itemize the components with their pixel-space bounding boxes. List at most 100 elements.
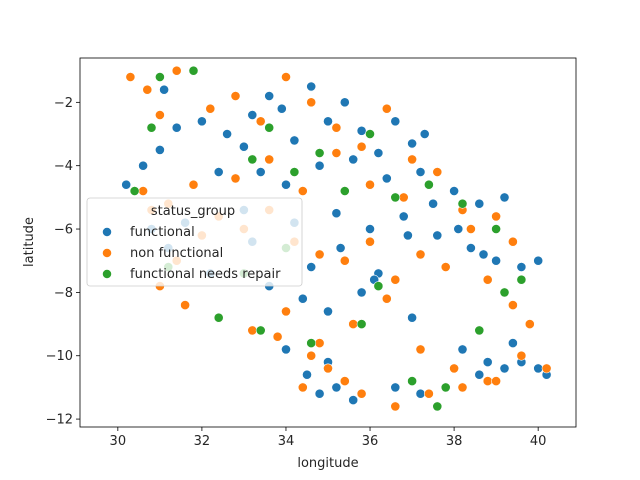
point-functional-needs-repair — [306, 338, 317, 348]
point-functional — [491, 255, 501, 266]
point-non-functional — [255, 116, 266, 127]
point-functional — [276, 103, 287, 114]
point-functional-needs-repair — [213, 312, 224, 323]
point-functional — [499, 363, 510, 374]
point-functional — [373, 148, 384, 158]
legend-label-non-functional: non functional — [130, 246, 223, 261]
point-functional — [171, 122, 182, 133]
point-functional — [516, 262, 527, 272]
point-non-functional — [516, 350, 527, 361]
point-non-functional — [541, 363, 552, 374]
point-functional — [238, 141, 249, 152]
x-tick-label: 40 — [530, 434, 547, 449]
point-functional — [474, 369, 485, 380]
point-functional — [222, 129, 232, 139]
point-functional — [407, 138, 417, 149]
point-functional — [508, 338, 518, 348]
legend-marker-needs-repair — [102, 269, 112, 279]
point-functional — [428, 198, 438, 209]
point-functional — [289, 135, 300, 146]
point-functional-needs-repair — [188, 65, 199, 76]
point-non-functional — [323, 363, 333, 374]
point-non-functional — [188, 179, 199, 190]
point-non-functional — [331, 122, 342, 133]
point-non-functional — [482, 274, 493, 285]
point-functional — [402, 230, 413, 241]
point-non-functional — [171, 65, 182, 76]
x-tick-label: 32 — [194, 434, 211, 449]
point-functional — [356, 287, 367, 298]
point-non-functional — [432, 167, 443, 177]
point-non-functional — [381, 103, 392, 114]
point-functional — [356, 125, 367, 136]
point-functional — [335, 243, 346, 253]
plot-frame — [79, 57, 577, 428]
point-non-functional — [440, 262, 451, 272]
point-non-functional — [314, 338, 325, 348]
legend-box — [86, 197, 303, 287]
point-non-functional — [415, 344, 426, 355]
point-functional-needs-repair — [373, 281, 384, 291]
point-non-functional — [365, 236, 375, 247]
point-functional — [297, 293, 308, 304]
point-functional-needs-repair — [491, 224, 501, 234]
point-functional — [398, 211, 409, 222]
point-functional — [348, 154, 359, 165]
point-functional — [478, 249, 489, 260]
point-non-functional — [365, 179, 375, 190]
point-functional-needs-repair — [365, 129, 375, 139]
point-functional — [196, 116, 207, 127]
point-functional — [213, 167, 224, 177]
y-axis-label: latitude — [22, 217, 37, 267]
point-non-functional — [205, 103, 216, 114]
point-functional — [390, 116, 401, 127]
point-non-functional — [356, 388, 367, 399]
legend-label-needs-repair: functional needs repair — [130, 267, 281, 282]
point-functional-needs-repair — [432, 401, 443, 412]
y-tick-label: −2 — [54, 96, 73, 111]
point-non-functional — [457, 382, 468, 393]
point-functional-needs-repair — [390, 192, 401, 203]
point-functional-needs-repair — [356, 319, 367, 329]
legend-marker-functional — [102, 227, 112, 237]
point-functional — [339, 97, 350, 108]
y-tick-label: −10 — [46, 349, 73, 364]
point-functional-needs-repair — [146, 122, 157, 133]
point-functional — [482, 357, 493, 367]
point-functional — [247, 110, 258, 120]
point-functional-needs-repair — [289, 167, 300, 177]
point-functional — [306, 262, 317, 272]
point-functional — [159, 84, 169, 95]
point-functional — [407, 312, 417, 323]
axis-ticks: 30 32 34 36 38 40 −2 −4 −6 −8 −10 −12 — [46, 96, 547, 449]
point-functional — [302, 369, 312, 380]
point-non-functional — [142, 84, 153, 95]
point-non-functional — [230, 173, 241, 184]
point-non-functional — [281, 72, 291, 82]
legend-label-functional: functional — [130, 225, 195, 240]
point-non-functional — [491, 376, 501, 386]
x-tick-label: 38 — [446, 434, 463, 449]
point-functional — [390, 382, 401, 393]
point-functional — [331, 208, 342, 219]
point-non-functional — [423, 388, 434, 399]
point-non-functional — [281, 306, 291, 317]
point-functional — [465, 243, 476, 253]
point-functional — [419, 129, 430, 139]
point-functional — [138, 160, 148, 171]
point-functional-needs-repair — [264, 122, 275, 133]
point-non-functional — [230, 91, 241, 101]
point-non-functional — [180, 300, 190, 310]
point-non-functional — [524, 319, 535, 329]
x-tick-label: 30 — [110, 434, 127, 449]
point-non-functional — [381, 293, 392, 304]
point-functional — [415, 167, 426, 177]
point-functional — [314, 388, 325, 399]
point-functional-needs-repair — [440, 382, 451, 393]
point-functional — [323, 116, 333, 127]
point-non-functional — [339, 376, 350, 386]
point-functional — [121, 179, 132, 190]
point-functional — [281, 179, 291, 190]
point-functional — [314, 160, 325, 171]
point-functional-needs-repair — [129, 186, 140, 196]
